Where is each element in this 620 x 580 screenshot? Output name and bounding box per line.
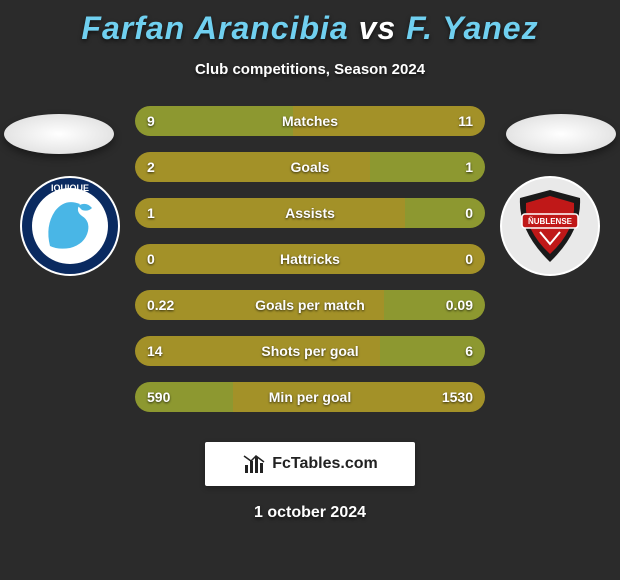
stat-row: 10Assists xyxy=(135,198,485,228)
date-text: 1 october 2024 xyxy=(0,504,620,522)
stat-row: 21Goals xyxy=(135,152,485,182)
subtitle: Club competitions, Season 2024 xyxy=(0,61,620,78)
player1-name: Farfan Arancibia xyxy=(81,10,348,46)
stat-bar-right xyxy=(380,336,485,366)
player1-ellipse xyxy=(4,114,114,154)
stat-row: 0.220.09Goals per match xyxy=(135,290,485,320)
stat-bar-left xyxy=(135,336,380,366)
stat-bar-left xyxy=(135,290,384,320)
stat-bar-left xyxy=(135,198,405,228)
svg-text:ÑUBLENSE: ÑUBLENSE xyxy=(528,217,573,226)
stat-bar-left xyxy=(135,152,370,182)
stat-bar-right xyxy=(233,382,485,412)
stat-row: 00Hattricks xyxy=(135,244,485,274)
bar-chart-icon xyxy=(242,452,266,476)
brand-text: FcTables.com xyxy=(272,455,378,473)
stat-bar-left xyxy=(135,106,293,136)
comparison-title: Farfan Arancibia vs F. Yanez xyxy=(0,0,620,47)
club-logo-left: IQUIQUE xyxy=(20,176,120,276)
stat-bar-right xyxy=(310,244,485,274)
stat-bar-right xyxy=(384,290,486,320)
stat-bars: 911Matches 21Goals 10Assists 00Hattricks 0.2… xyxy=(135,106,485,428)
stat-bar-left xyxy=(135,382,233,412)
brand-badge: FcTables.com xyxy=(205,442,415,486)
comparison-chart: IQUIQUE ÑUBLENSE 911Matches 21Goals 10Assi… xyxy=(0,106,620,436)
vs-text: vs xyxy=(359,10,397,46)
stat-bar-right xyxy=(293,106,486,136)
player2-ellipse xyxy=(506,114,616,154)
iquique-logo-icon: IQUIQUE xyxy=(20,176,120,276)
stat-row: 5901530Min per goal xyxy=(135,382,485,412)
svg-text:IQUIQUE: IQUIQUE xyxy=(51,183,89,193)
stat-bar-right xyxy=(370,152,486,182)
stat-bar-left xyxy=(135,244,310,274)
nublense-logo-icon: ÑUBLENSE xyxy=(500,176,600,276)
stat-bar-right xyxy=(405,198,486,228)
club-logo-right: ÑUBLENSE xyxy=(500,176,600,276)
stat-row: 146Shots per goal xyxy=(135,336,485,366)
player2-name: F. Yanez xyxy=(406,10,539,46)
stat-row: 911Matches xyxy=(135,106,485,136)
